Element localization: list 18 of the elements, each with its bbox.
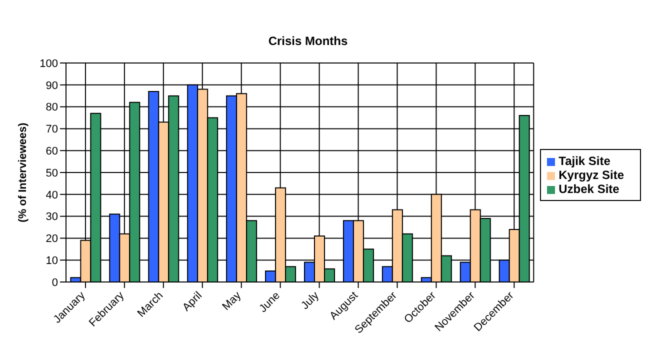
y-tick-label: 30 [46,211,58,224]
legend-label: Uzbek Site [558,182,620,196]
y-tick-label: 70 [46,124,58,136]
x-tick-label: July [299,289,322,312]
y-tick-label: 100 [40,58,58,70]
y-axis-title: (% of Interviewees) [16,122,29,222]
y-tick-label: 0 [52,276,58,289]
x-tick-label: May [220,289,244,313]
y-tick-label: 60 [46,146,58,158]
legend-label: Tajik Site [558,154,610,168]
chart-title: Crisis Months [267,34,349,48]
y-tick-label: 80 [46,102,58,114]
y-tick-label: 20 [46,233,58,246]
y-tick-label: 10 [46,255,58,268]
y-tick-label: 90 [46,80,58,92]
y-tick-label: 40 [46,189,58,202]
y-tick-label: 50 [46,167,58,180]
legend-label: Kyrgyz Site [558,168,624,182]
